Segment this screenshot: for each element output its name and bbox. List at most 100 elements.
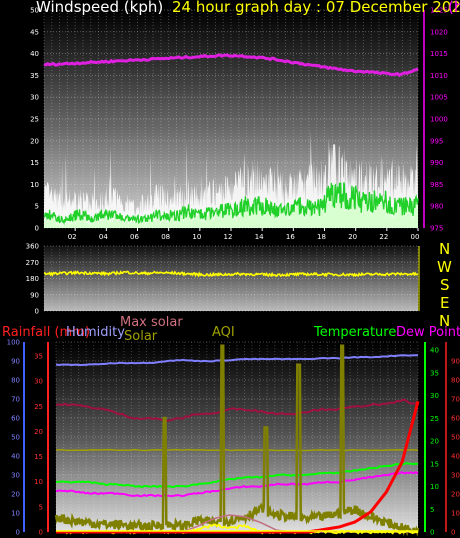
wind-y-tick: 15 — [30, 159, 39, 167]
wind-y-tick: 45 — [30, 28, 39, 36]
humidity-y-tick: 90 — [11, 358, 20, 366]
pressure-y-tick: 1025 — [430, 7, 448, 15]
wind-y-tick: 25 — [30, 116, 39, 124]
dir-y-tick: 360 — [26, 243, 39, 251]
dew-point-line — [55, 471, 419, 498]
aqi-y-tick: 80 — [451, 377, 460, 385]
temp-y-tick: 0 — [430, 529, 434, 537]
pressure-y-tick: 1015 — [430, 50, 448, 58]
rain-y-tick: 35 — [34, 353, 43, 361]
monthly-temp-line — [55, 398, 419, 422]
temp-y-tick: 40 — [430, 347, 439, 355]
humidity-y-tick: 0 — [16, 529, 20, 537]
dir-y-tick: 270 — [26, 259, 39, 267]
temperature-label: Temperature — [313, 325, 396, 340]
temp-y-tick: 35 — [430, 369, 439, 377]
pressure-unit: (hPa) — [448, 0, 460, 16]
rain-y-tick: 10 — [34, 478, 43, 486]
pressure-y-tick: 1000 — [430, 116, 448, 124]
bottom-panel-bg — [56, 342, 418, 532]
dew-level-line — [55, 448, 419, 452]
rain-y-tick: 15 — [34, 453, 43, 461]
pressure-y-tick: 995 — [430, 137, 443, 145]
humidity-y-tick: 70 — [11, 396, 20, 404]
pressure-y-tick: 1020 — [430, 28, 448, 36]
temp-y-tick: 20 — [430, 438, 439, 446]
wind-y-tick: 50 — [30, 7, 39, 15]
wind-x-tick: 22 — [379, 233, 388, 241]
pressure-y-tick: 985 — [430, 181, 443, 189]
wind-y-tick: 30 — [30, 94, 39, 102]
rain-y-tick: 0 — [39, 529, 43, 537]
wind-fill-area — [44, 185, 418, 228]
wind-x-tick: 12 — [224, 233, 233, 241]
wind-y-tick: 5 — [35, 203, 39, 211]
wind-y-tick: 20 — [30, 137, 39, 145]
max-solar-label: Max solar — [120, 315, 183, 330]
wind-y-tick: 0 — [35, 225, 39, 233]
humidity-y-tick: 50 — [11, 434, 20, 442]
temp-y-tick: 10 — [430, 483, 439, 491]
humidity-y-tick: 100 — [7, 339, 20, 347]
rain-y-tick: 25 — [34, 403, 43, 411]
wind-y-tick: 40 — [30, 50, 39, 58]
wind-line — [43, 182, 419, 226]
aqi-y-tick: 10 — [451, 510, 460, 518]
windspeed-title: Windspeed (kph) — [36, 0, 163, 16]
wind-x-tick: 16 — [286, 233, 295, 241]
aqi-line — [54, 344, 420, 537]
pressure-y-tick: 980 — [430, 203, 443, 211]
wind-x-tick: 02 — [68, 233, 77, 241]
wind-x-tick: 04 — [99, 233, 108, 241]
axes — [23, 10, 447, 532]
wind-x-tick: 14 — [255, 233, 264, 241]
aqi-y-tick: 90 — [451, 358, 460, 366]
dew-point-label: Dew Point — [396, 325, 460, 340]
wind-x-tick: 06 — [130, 233, 139, 241]
graph-title: 24 hour graph day : 07 December 2025 — [172, 0, 460, 16]
wind-x-tick: 00 — [411, 233, 420, 241]
humidity-y-tick: 40 — [11, 453, 20, 461]
direction-panel-bg — [44, 246, 418, 311]
wind-y-tick: 35 — [30, 72, 39, 80]
humidity-line — [55, 354, 419, 367]
wind-x-tick: 08 — [161, 233, 170, 241]
dir-y-tick: 90 — [30, 291, 39, 299]
aqi-y-tick: 0 — [451, 529, 455, 537]
aqi-y-tick: 20 — [451, 491, 460, 499]
pressure-y-tick: 990 — [430, 159, 443, 167]
aqi-y-tick: 40 — [451, 453, 460, 461]
wind-x-tick: 20 — [348, 233, 357, 241]
grid-lines — [43, 9, 419, 533]
wind-x-tick: 18 — [317, 233, 326, 241]
temp-y-tick: 15 — [430, 460, 439, 468]
direction-label-e: E — [440, 294, 449, 312]
temp-y-tick: 5 — [430, 506, 434, 514]
rainfall-label: Rainfall (mm) — [2, 325, 90, 340]
pressure-line — [43, 53, 419, 78]
wind-x-tick: 10 — [192, 233, 201, 241]
pressure-y-tick: 1010 — [430, 72, 448, 80]
humidity-y-tick: 80 — [11, 377, 20, 385]
temp-y-tick: 30 — [430, 392, 439, 400]
direction-line — [43, 270, 419, 278]
solar-label: Solar — [124, 329, 158, 344]
dir-y-tick: 0 — [35, 308, 39, 316]
chart-marks — [43, 53, 420, 537]
aqi-label: AQI — [212, 325, 235, 340]
direction-label-n2: N — [439, 312, 450, 330]
direction-label-w: W — [437, 258, 452, 276]
dir-y-tick: 180 — [26, 275, 39, 283]
humidity-y-tick: 30 — [11, 472, 20, 480]
humidity-y-tick: 20 — [11, 491, 20, 499]
aqi-y-tick: 70 — [451, 396, 460, 404]
rain-y-tick: 30 — [34, 378, 43, 386]
humidity-y-tick: 10 — [11, 510, 20, 518]
wind-y-tick: 10 — [30, 181, 39, 189]
rain-y-tick: 20 — [34, 428, 43, 436]
direction-label-n: N — [439, 240, 450, 258]
direction-label-s: S — [440, 276, 450, 294]
humidity-label: Humidity — [66, 325, 125, 340]
rainfall-line — [56, 400, 420, 534]
